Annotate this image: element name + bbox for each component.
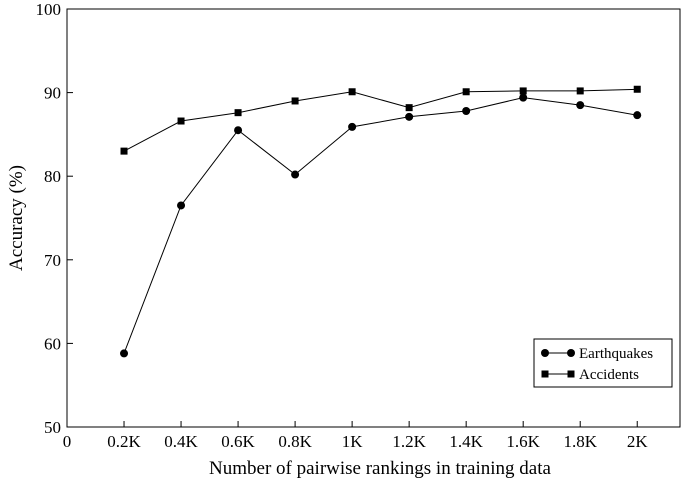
x-tick-label: 1K [342, 432, 364, 451]
x-tick-label: 0 [63, 432, 72, 451]
data-point-accidents [576, 87, 584, 95]
legend-label-accidents: Accidents [579, 367, 639, 383]
data-point-earthquakes [177, 201, 186, 210]
y-tick-label: 80 [44, 167, 61, 186]
data-point-accidents [633, 85, 641, 93]
data-point-earthquakes [291, 170, 300, 179]
series-layer [120, 85, 642, 358]
legend-marker-circle [541, 349, 549, 357]
x-tick-label: 0.2K [107, 432, 141, 451]
data-point-earthquakes [519, 93, 528, 102]
y-tick-label: 90 [44, 84, 61, 103]
data-point-earthquakes [234, 126, 243, 135]
data-point-accidents [519, 87, 527, 95]
x-tick-label: 0.4K [164, 432, 198, 451]
x-tick-label: 1.4K [449, 432, 483, 451]
data-point-earthquakes [120, 349, 129, 358]
legend-label-earthquakes: Earthquakes [579, 346, 653, 362]
data-point-accidents [462, 88, 470, 96]
plot-frame [66, 8, 681, 428]
legend: Earthquakes Accidents [533, 338, 673, 388]
data-point-earthquakes [633, 111, 642, 120]
x-tick-label: 0.8K [278, 432, 312, 451]
data-point-accidents [348, 88, 356, 96]
x-tick-label: 1.6K [506, 432, 540, 451]
data-point-accidents [405, 104, 413, 112]
y-tick-label: 60 [44, 334, 61, 353]
y-axis-label: Accuracy (%) [6, 165, 27, 271]
y-tick-label: 70 [44, 251, 61, 270]
x-axis-ticks: 0 0.2K 0.4K 0.6K 0.8K 1K 1.2K 1.4K 1.6K 1.8K 2K [63, 421, 649, 451]
legend-box [533, 338, 673, 388]
data-point-accidents [234, 109, 242, 117]
x-tick-label: 1.2K [392, 432, 426, 451]
legend-marker-square [567, 370, 575, 378]
data-point-earthquakes [576, 101, 585, 110]
series-line-accidents [123, 88, 638, 152]
data-point-earthquakes [462, 106, 471, 115]
data-point-earthquakes [348, 122, 357, 131]
x-tick-label: 0.6K [221, 432, 255, 451]
y-axis-ticks: 50 60 70 80 90 100 [36, 0, 73, 437]
legend-marker-circle [567, 349, 575, 357]
legend-marker-square [541, 370, 549, 378]
x-axis-label: Number of pairwise rankings in training … [209, 458, 551, 479]
x-tick-label: 1.8K [563, 432, 597, 451]
data-point-accidents [177, 117, 185, 125]
data-point-accidents [120, 147, 128, 155]
y-tick-label: 50 [44, 418, 61, 437]
data-point-accidents [291, 97, 299, 105]
series-line-earthquakes [123, 97, 638, 354]
data-point-earthquakes [405, 112, 414, 121]
x-tick-label: 2K [627, 432, 649, 451]
y-tick-label: 100 [36, 0, 62, 19]
